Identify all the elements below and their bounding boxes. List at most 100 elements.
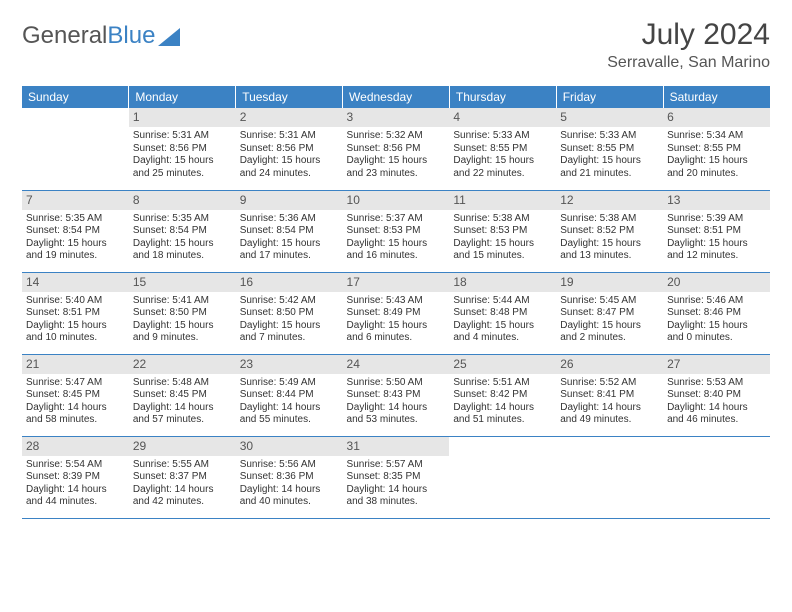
calendar-cell: 24Sunrise: 5:50 AMSunset: 8:43 PMDayligh…: [343, 354, 450, 436]
sunset-text: Sunset: 8:45 PM: [133, 389, 232, 402]
sunrise-text: Sunrise: 5:33 AM: [453, 130, 552, 143]
daylight-text: Daylight: 14 hours: [26, 402, 125, 415]
sunrise-text: Sunrise: 5:32 AM: [347, 130, 446, 143]
calendar-cell: 14Sunrise: 5:40 AMSunset: 8:51 PMDayligh…: [22, 272, 129, 354]
sunset-text: Sunset: 8:36 PM: [240, 471, 339, 484]
calendar-cell: 7Sunrise: 5:35 AMSunset: 8:54 PMDaylight…: [22, 190, 129, 272]
day-number: 26: [556, 355, 663, 374]
daylight-text: Daylight: 15 hours: [133, 238, 232, 251]
daylight-text: Daylight: 15 hours: [667, 155, 766, 168]
sunset-text: Sunset: 8:45 PM: [26, 389, 125, 402]
day-number: 15: [129, 273, 236, 292]
day-number: 31: [343, 437, 450, 456]
day-number: 2: [236, 108, 343, 127]
day-number: 7: [22, 191, 129, 210]
sunrise-text: Sunrise: 5:47 AM: [26, 377, 125, 390]
sunset-text: Sunset: 8:52 PM: [560, 225, 659, 238]
daylight-text: and 57 minutes.: [133, 414, 232, 427]
sunrise-text: Sunrise: 5:42 AM: [240, 295, 339, 308]
day-number: 28: [22, 437, 129, 456]
sunset-text: Sunset: 8:47 PM: [560, 307, 659, 320]
day-number: 3: [343, 108, 450, 127]
sunset-text: Sunset: 8:55 PM: [560, 143, 659, 156]
daylight-text: and 12 minutes.: [667, 250, 766, 263]
daylight-text: and 20 minutes.: [667, 168, 766, 181]
day-number: 5: [556, 108, 663, 127]
calendar-cell: 22Sunrise: 5:48 AMSunset: 8:45 PMDayligh…: [129, 354, 236, 436]
daylight-text: Daylight: 15 hours: [560, 320, 659, 333]
sunrise-text: Sunrise: 5:35 AM: [133, 213, 232, 226]
daylight-text: and 23 minutes.: [347, 168, 446, 181]
sunset-text: Sunset: 8:44 PM: [240, 389, 339, 402]
daylight-text: and 46 minutes.: [667, 414, 766, 427]
daylight-text: and 21 minutes.: [560, 168, 659, 181]
calendar-header-row: SundayMondayTuesdayWednesdayThursdayFrid…: [22, 86, 770, 108]
day-number: 19: [556, 273, 663, 292]
calendar-cell: 9Sunrise: 5:36 AMSunset: 8:54 PMDaylight…: [236, 190, 343, 272]
day-number: 11: [449, 191, 556, 210]
daylight-text: and 44 minutes.: [26, 496, 125, 509]
calendar-cell: 18Sunrise: 5:44 AMSunset: 8:48 PMDayligh…: [449, 272, 556, 354]
day-header: Tuesday: [236, 86, 343, 108]
day-number: 21: [22, 355, 129, 374]
daylight-text: Daylight: 14 hours: [667, 402, 766, 415]
day-number: 6: [663, 108, 770, 127]
daylight-text: Daylight: 15 hours: [667, 320, 766, 333]
day-number: 17: [343, 273, 450, 292]
sunrise-text: Sunrise: 5:49 AM: [240, 377, 339, 390]
calendar-cell: 6Sunrise: 5:34 AMSunset: 8:55 PMDaylight…: [663, 108, 770, 190]
daylight-text: and 9 minutes.: [133, 332, 232, 345]
daylight-text: Daylight: 15 hours: [667, 238, 766, 251]
sunrise-text: Sunrise: 5:31 AM: [240, 130, 339, 143]
daylight-text: and 7 minutes.: [240, 332, 339, 345]
daylight-text: and 0 minutes.: [667, 332, 766, 345]
sunrise-text: Sunrise: 5:48 AM: [133, 377, 232, 390]
daylight-text: and 2 minutes.: [560, 332, 659, 345]
daylight-text: Daylight: 15 hours: [347, 238, 446, 251]
sunset-text: Sunset: 8:55 PM: [453, 143, 552, 156]
sunset-text: Sunset: 8:53 PM: [347, 225, 446, 238]
daylight-text: Daylight: 14 hours: [453, 402, 552, 415]
calendar-cell: 4Sunrise: 5:33 AMSunset: 8:55 PMDaylight…: [449, 108, 556, 190]
sunrise-text: Sunrise: 5:40 AM: [26, 295, 125, 308]
calendar-cell: 25Sunrise: 5:51 AMSunset: 8:42 PMDayligh…: [449, 354, 556, 436]
sunset-text: Sunset: 8:41 PM: [560, 389, 659, 402]
sunrise-text: Sunrise: 5:39 AM: [667, 213, 766, 226]
calendar-cell: 2Sunrise: 5:31 AMSunset: 8:56 PMDaylight…: [236, 108, 343, 190]
sunset-text: Sunset: 8:54 PM: [133, 225, 232, 238]
daylight-text: and 42 minutes.: [133, 496, 232, 509]
daylight-text: and 17 minutes.: [240, 250, 339, 263]
calendar-cell: 26Sunrise: 5:52 AMSunset: 8:41 PMDayligh…: [556, 354, 663, 436]
sunrise-text: Sunrise: 5:35 AM: [26, 213, 125, 226]
daylight-text: Daylight: 14 hours: [347, 484, 446, 497]
day-number: 24: [343, 355, 450, 374]
sunrise-text: Sunrise: 5:51 AM: [453, 377, 552, 390]
logo-triangle-icon: [158, 28, 180, 46]
sunrise-text: Sunrise: 5:52 AM: [560, 377, 659, 390]
daylight-text: Daylight: 15 hours: [240, 238, 339, 251]
sunset-text: Sunset: 8:56 PM: [240, 143, 339, 156]
day-header: Wednesday: [343, 86, 450, 108]
calendar-cell: [22, 108, 129, 190]
sunset-text: Sunset: 8:51 PM: [667, 225, 766, 238]
calendar-cell: 15Sunrise: 5:41 AMSunset: 8:50 PMDayligh…: [129, 272, 236, 354]
daylight-text: Daylight: 15 hours: [347, 320, 446, 333]
sunrise-text: Sunrise: 5:54 AM: [26, 459, 125, 472]
day-number: 18: [449, 273, 556, 292]
calendar-cell: 10Sunrise: 5:37 AMSunset: 8:53 PMDayligh…: [343, 190, 450, 272]
calendar-cell: 19Sunrise: 5:45 AMSunset: 8:47 PMDayligh…: [556, 272, 663, 354]
calendar-cell: 12Sunrise: 5:38 AMSunset: 8:52 PMDayligh…: [556, 190, 663, 272]
calendar-cell: 5Sunrise: 5:33 AMSunset: 8:55 PMDaylight…: [556, 108, 663, 190]
sunrise-text: Sunrise: 5:38 AM: [560, 213, 659, 226]
calendar-cell: 30Sunrise: 5:56 AMSunset: 8:36 PMDayligh…: [236, 436, 343, 518]
sunset-text: Sunset: 8:50 PM: [133, 307, 232, 320]
sunrise-text: Sunrise: 5:31 AM: [133, 130, 232, 143]
calendar-cell: 20Sunrise: 5:46 AMSunset: 8:46 PMDayligh…: [663, 272, 770, 354]
sunset-text: Sunset: 8:46 PM: [667, 307, 766, 320]
daylight-text: and 49 minutes.: [560, 414, 659, 427]
calendar-cell: 23Sunrise: 5:49 AMSunset: 8:44 PMDayligh…: [236, 354, 343, 436]
daylight-text: Daylight: 14 hours: [347, 402, 446, 415]
daylight-text: Daylight: 15 hours: [26, 320, 125, 333]
day-header: Monday: [129, 86, 236, 108]
daylight-text: and 22 minutes.: [453, 168, 552, 181]
